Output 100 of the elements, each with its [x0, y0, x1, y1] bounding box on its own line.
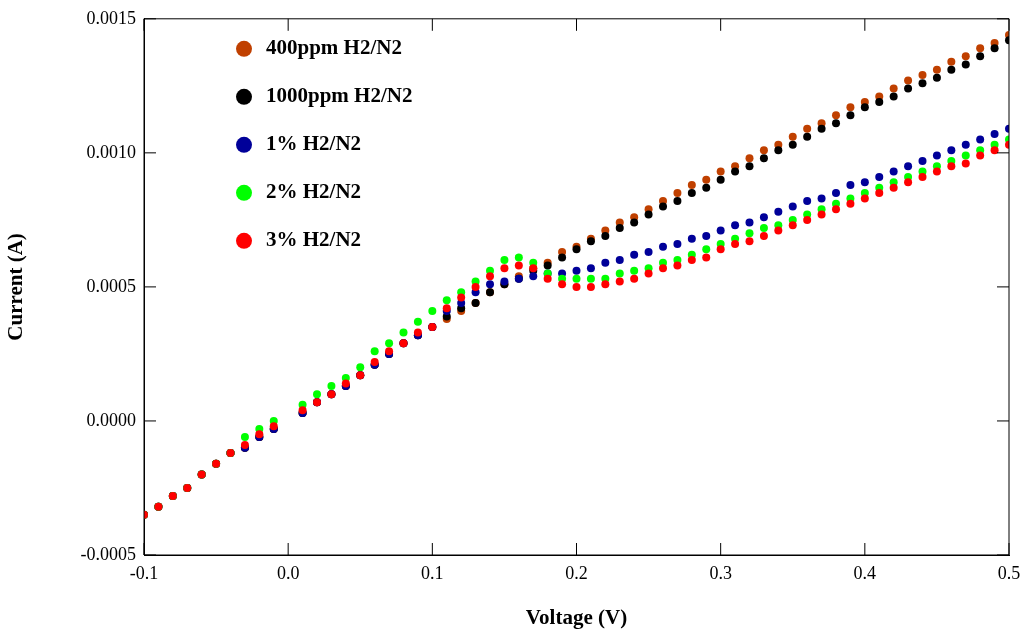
point: [601, 258, 610, 267]
point: [860, 103, 869, 112]
point: [788, 221, 797, 230]
point: [990, 44, 999, 53]
point: [889, 84, 898, 93]
point: [846, 181, 855, 190]
point: [947, 162, 956, 171]
point: [615, 277, 624, 286]
point: [774, 207, 783, 216]
point: [630, 274, 639, 283]
point: [961, 159, 970, 168]
point: [716, 226, 725, 235]
point: [630, 266, 639, 275]
legend-label: 400ppm H2/N2: [266, 35, 402, 60]
x-tick-label: 0.0: [276, 562, 300, 583]
point: [976, 52, 985, 61]
point: [716, 167, 725, 176]
point: [803, 124, 812, 133]
legend-label: 3% H2/N2: [266, 227, 362, 252]
point: [875, 189, 884, 198]
y-tick-label: 0.0010: [86, 141, 136, 162]
point: [702, 231, 711, 240]
point: [976, 151, 985, 160]
point: [759, 213, 768, 222]
y-tick-label: 0.0015: [86, 7, 136, 28]
point: [313, 390, 321, 399]
point: [572, 274, 581, 283]
point: [529, 272, 538, 281]
point: [918, 71, 927, 80]
point: [673, 189, 682, 198]
point: [846, 199, 855, 208]
point: [687, 181, 696, 190]
point: [687, 234, 696, 243]
point: [803, 197, 812, 206]
point: [716, 245, 725, 254]
y-tick-label: -0.0005: [80, 543, 136, 564]
point: [630, 218, 639, 227]
point: [875, 172, 884, 181]
point: [889, 92, 898, 101]
point: [413, 317, 422, 326]
point: [514, 261, 523, 270]
point: [990, 146, 999, 155]
point: [731, 167, 740, 176]
point: [615, 269, 624, 278]
point: [659, 264, 667, 273]
point: [947, 65, 956, 74]
point: [586, 264, 595, 273]
point: [543, 274, 552, 283]
legend-label: 1% H2/N2: [266, 131, 362, 156]
point: [486, 280, 494, 289]
point: [745, 229, 754, 238]
point: [889, 167, 898, 176]
point: [932, 65, 941, 74]
point: [615, 223, 624, 232]
y-tick-label: 0.0005: [86, 275, 136, 296]
legend-label: 1000ppm H2/N2: [266, 83, 413, 108]
point: [788, 132, 797, 141]
point: [558, 280, 567, 289]
point: [745, 218, 754, 227]
point: [832, 189, 840, 198]
point: [471, 282, 480, 291]
x-tick-label: 0.5: [997, 562, 1021, 583]
point: [500, 256, 509, 265]
point: [759, 146, 768, 155]
point: [932, 73, 941, 82]
point: [932, 151, 941, 160]
point: [327, 382, 336, 391]
point: [385, 339, 394, 348]
y-axis-title: Current (A): [3, 233, 28, 341]
point: [817, 124, 826, 133]
point: [356, 363, 365, 372]
point: [860, 194, 869, 203]
point: [961, 140, 970, 149]
point: [759, 154, 768, 163]
point: [240, 433, 249, 442]
point: [918, 172, 927, 181]
point: [457, 293, 466, 302]
legend-label: 2% H2/N2: [266, 179, 362, 204]
point: [947, 57, 956, 66]
point: [572, 266, 581, 275]
point: [961, 60, 970, 69]
point: [817, 210, 826, 219]
point: [745, 154, 754, 163]
point: [976, 44, 985, 53]
x-tick-label: 0.2: [565, 562, 588, 583]
point: [990, 130, 999, 139]
point: [759, 223, 768, 232]
point: [904, 76, 913, 85]
point: [644, 210, 653, 219]
point: [572, 282, 581, 291]
point: [832, 111, 840, 120]
y-tick-label: 0.0000: [86, 409, 136, 430]
point: [759, 231, 768, 240]
point: [702, 175, 711, 184]
point: [817, 194, 826, 203]
point: [558, 253, 567, 262]
point: [514, 253, 523, 262]
x-tick-label: 0.3: [709, 562, 732, 583]
point: [774, 146, 783, 155]
point: [832, 119, 840, 128]
